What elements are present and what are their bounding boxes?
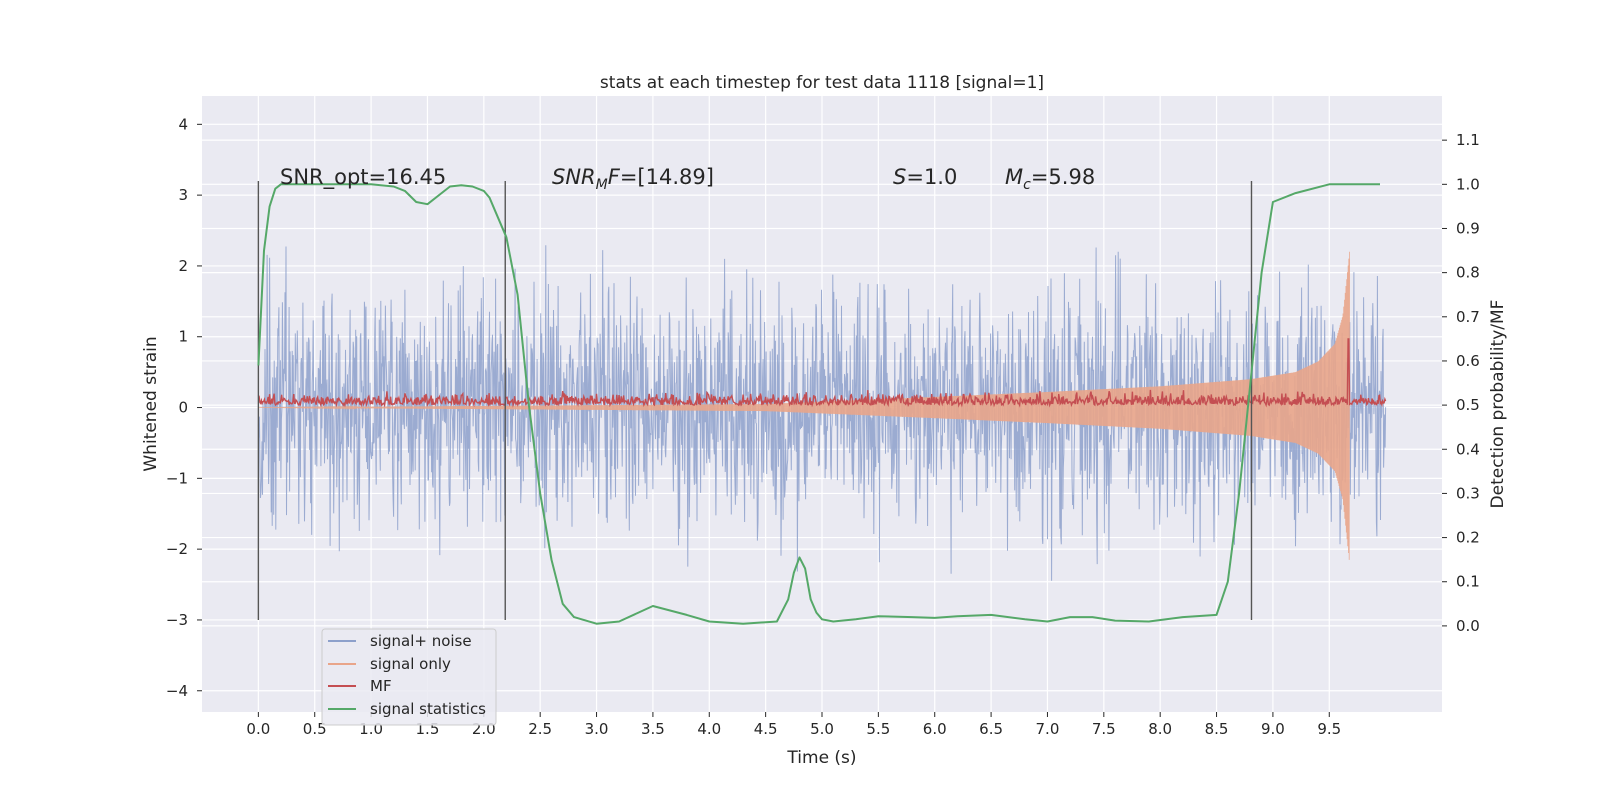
vertical-markers: [257, 180, 1253, 620]
y-tick-label-8: −4: [166, 682, 188, 700]
y2-tick-label-5: 0.6: [1456, 352, 1480, 370]
y2-tick-label-0: 1.1: [1456, 131, 1480, 149]
series-signal-statistics: [257, 183, 1380, 625]
x-tick-label-10: 5.0: [810, 720, 834, 738]
mf-trace: [257, 338, 1387, 408]
x-tick-label-14: 7.0: [1036, 720, 1060, 738]
annotation-snr-mf-sub: M: [596, 177, 608, 193]
y-tick-label-5: −1: [166, 469, 188, 487]
y2-tick-label-6: 0.5: [1456, 396, 1480, 414]
y2-tick-label-2: 0.9: [1456, 219, 1480, 237]
x-tick-label-9: 4.5: [754, 720, 778, 738]
legend-box: [321, 628, 497, 726]
y2-tick-label-9: 0.2: [1456, 529, 1480, 547]
x-tick-label-15: 7.5: [1092, 720, 1116, 738]
legend-label-mf: MF: [370, 677, 392, 695]
x-tick-label-5: 2.5: [528, 720, 552, 738]
series-signal-only: [258, 251, 1350, 560]
annotation-snr-opt: SNR_opt=16.45: [280, 165, 446, 190]
y-tick-label-0: 4: [178, 115, 188, 133]
annotation-snr-mf: SNRMF=[14.89]: [552, 165, 714, 193]
y2-tick-label-1: 1.0: [1456, 175, 1480, 193]
y-tick-label-2: 2: [178, 257, 188, 275]
legend-label-signal-statistics: signal statistics: [370, 700, 486, 718]
signal-statistics-trace: [257, 183, 1380, 625]
x-tick-label-0: 0.0: [246, 720, 270, 738]
x-tick-label-8: 4.0: [697, 720, 721, 738]
signal-only-trace: [258, 251, 1350, 560]
y-tick-label-3: 1: [178, 328, 188, 346]
x-tick-label-16: 8.0: [1148, 720, 1172, 738]
y2-tick-label-10: 0.1: [1456, 573, 1480, 591]
x-tick-label-18: 9.0: [1261, 720, 1285, 738]
y2-tick-label-11: 0.0: [1456, 617, 1480, 635]
series-mf: [257, 338, 1387, 408]
y-tick-label-7: −3: [166, 611, 188, 629]
x-tick-label-7: 3.5: [641, 720, 665, 738]
annotation-mc-value: =5.98: [1031, 165, 1095, 189]
y2-tick-label-4: 0.7: [1456, 308, 1480, 326]
y2-axis-label: Detection probability/MF: [1488, 300, 1508, 509]
annotation-s-value: =1.0: [906, 165, 957, 189]
x-tick-label-11: 5.5: [866, 720, 890, 738]
x-tick-label-12: 6.0: [923, 720, 947, 738]
x-tick-label-6: 3.0: [585, 720, 609, 738]
legend-label-signal-only: signal only: [370, 655, 451, 673]
x-tick-label-19: 9.5: [1317, 720, 1341, 738]
y2-tick-label-7: 0.4: [1456, 440, 1480, 458]
y2-tick-label-3: 0.8: [1456, 264, 1480, 282]
annotation-snr-mf-f: F: [608, 165, 621, 189]
chart-title: stats at each timestep for test data 111…: [600, 73, 1044, 93]
y2-tick-label-8: 0.3: [1456, 484, 1480, 502]
y2-axis-ticks: 1.1 1.0 0.9 0.8 0.7 0.6 0.5 0.4 0.3 0.2 0.1 0.0: [1442, 131, 1480, 635]
x-tick-label-13: 6.5: [979, 720, 1003, 738]
x-axis-label: Time (s): [786, 748, 856, 768]
y-axis-ticks: 4 3 2 1 0 −1 −2 −3 −4: [166, 115, 202, 700]
legend-label-signal-noise: signal+ noise: [370, 632, 472, 650]
annotation-snr-mf-math: SNR: [552, 165, 596, 189]
annotation-snr-mf-value: =[14.89]: [620, 165, 714, 189]
annotation-mc-math: M: [1005, 165, 1023, 189]
x-tick-label-1: 0.5: [303, 720, 327, 738]
x-tick-label-17: 8.5: [1205, 720, 1229, 738]
annotation-mc-sub: c: [1023, 177, 1031, 193]
y-tick-label-4: 0: [178, 399, 188, 417]
x-axis-ticks: 0.0 0.5 1.0 1.5 2.0 2.5 3.0 3.5 4.0 4.5 5.0 5.5 6.0 6…: [246, 712, 1341, 738]
y-tick-label-1: 3: [178, 186, 188, 204]
y-tick-label-6: −2: [166, 540, 188, 558]
y-axis-label: Whitened strain: [141, 336, 161, 471]
annotation-s: S=1.0: [893, 165, 957, 189]
legend: signal+ noise signal only MF signal stat…: [321, 628, 497, 726]
annotation-mc: Mc=5.98: [1005, 165, 1095, 193]
annotation-s-math: S: [893, 165, 906, 189]
